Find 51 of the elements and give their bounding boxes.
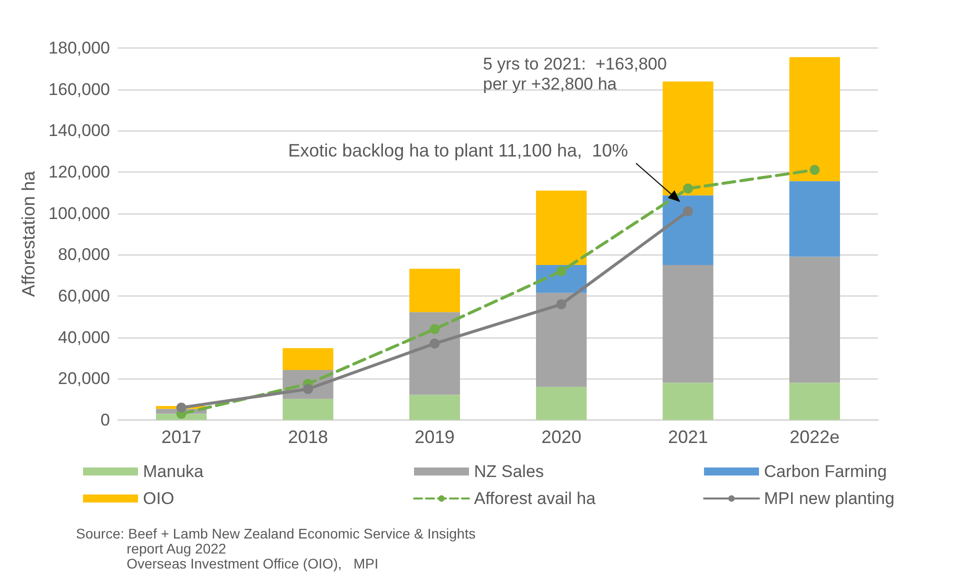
point — [683, 184, 693, 194]
bar — [789, 57, 840, 182]
legend-label: Manuka — [143, 462, 204, 481]
bar — [662, 195, 714, 265]
point — [176, 402, 186, 413]
y-tick-label: 20,000 — [58, 369, 110, 388]
annotation: Exotic backlog ha to plant 11,100 ha, 10% — [288, 140, 628, 160]
x-tick-label: 2021 — [668, 427, 708, 447]
x-tick-label: 2022e — [790, 427, 840, 447]
y-tick-label: 120,000 — [48, 162, 110, 182]
y-tick-label: 160,000 — [48, 80, 110, 99]
bar — [282, 398, 334, 420]
x-tick-label: 2018 — [288, 427, 328, 447]
point — [430, 338, 440, 349]
bar — [536, 292, 587, 387]
bar — [789, 382, 840, 420]
bar — [282, 348, 334, 370]
y-axis-title: Afforestation ha — [18, 170, 39, 297]
y-tick-label: 0 — [100, 410, 110, 430]
legend-label: Carbon Farming — [764, 462, 887, 481]
bar — [409, 268, 460, 312]
legend-label: NZ Sales — [474, 462, 544, 481]
bar — [536, 190, 587, 265]
y-tick-label: 140,000 — [48, 121, 110, 140]
bar — [409, 312, 460, 395]
y-tick-label: 40,000 — [58, 328, 110, 347]
y-tick-label: 60,000 — [58, 286, 110, 306]
bar — [789, 181, 840, 257]
y-tick-label: 180,000 — [48, 38, 110, 58]
point — [556, 266, 566, 276]
point — [810, 164, 820, 175]
y-tick-label: 80,000 — [58, 245, 110, 264]
legend-label: Afforest avail ha — [474, 489, 596, 508]
legend-label: MPI new planting — [764, 489, 894, 508]
x-tick-label: 2019 — [414, 427, 455, 447]
bar — [536, 386, 587, 420]
bar — [409, 394, 460, 420]
x-tick-label: 2017 — [161, 427, 202, 447]
bar — [662, 81, 714, 196]
bar — [662, 265, 714, 383]
bar — [789, 256, 840, 383]
annotation: 5 yrs to 2021: +163,800 per yr +32,800 ha — [483, 54, 667, 94]
x-tick-label: 2020 — [541, 427, 582, 447]
point — [556, 299, 566, 310]
source-note: Source: Beef + Lamb New Zealand Economic Service & Insights report Aug 2022 Overseas Investment Office (OIO), MPI — [76, 526, 476, 572]
point — [683, 206, 693, 216]
bar — [662, 382, 714, 420]
y-tick-label: 100,000 — [48, 204, 110, 223]
point — [303, 384, 313, 394]
legend-label: OIO — [143, 489, 174, 508]
point — [430, 324, 440, 334]
